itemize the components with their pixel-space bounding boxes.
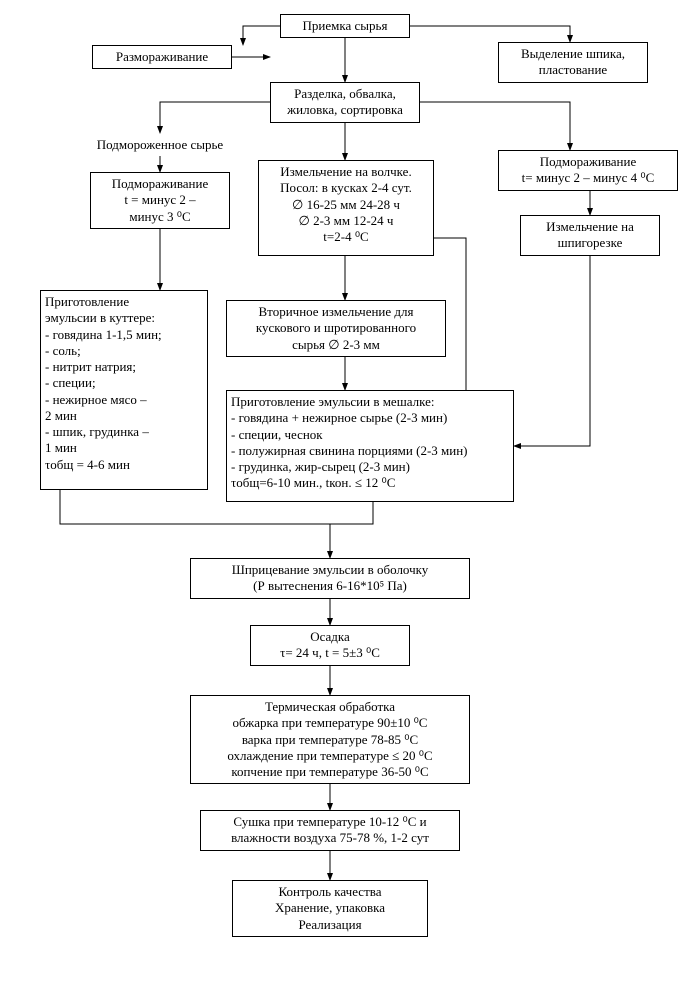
node-n8: Измельчение на шпигорезке xyxy=(520,215,660,256)
node-n16: Контроль качества Хранение, упаковка Реа… xyxy=(232,880,428,937)
node-n13: Осадка τ= 24 ч, t = 5±3 ⁰С xyxy=(250,625,410,666)
node-n2: Размораживание xyxy=(92,45,232,69)
edge-e5 xyxy=(420,102,570,150)
node-n9: Приготовление эмульсии в куттере: - говя… xyxy=(40,290,208,490)
node-n15: Сушка при температуре 10-12 ⁰С и влажнос… xyxy=(200,810,460,851)
node-n5l: Подмороженное сырье xyxy=(70,134,250,156)
edge-e7 xyxy=(160,102,270,133)
flowchart-canvas: Приемка сырья Размораживание Выделение шпи… xyxy=(0,0,700,982)
node-n12: Шприцевание эмульсии в оболочку (Р вытес… xyxy=(190,558,470,599)
node-n5: Подмораживание t = минус 2 – минус 3 ⁰С xyxy=(90,172,230,229)
node-n7: Измельчение на волчке. Посол: в кусках 2… xyxy=(258,160,434,256)
node-n4: Разделка, обвалка, жиловка, сортировка xyxy=(270,82,420,123)
node-n10: Вторичное измельчение для кускового и шр… xyxy=(226,300,446,357)
node-n3: Выделение шпика, пластование xyxy=(498,42,648,83)
edge-e10b xyxy=(434,238,514,392)
edge-e2 xyxy=(243,26,280,45)
node-n11: Приготовление эмульсии в мешалке: - говя… xyxy=(226,390,514,502)
node-n1: Приемка сырья xyxy=(280,14,410,38)
node-n6: Подмораживание t= минус 2 – минус 4 ⁰С xyxy=(498,150,678,191)
node-n14: Термическая обработка обжарка при темпер… xyxy=(190,695,470,784)
edge-e3 xyxy=(410,26,570,42)
edge-e12 xyxy=(514,255,590,446)
